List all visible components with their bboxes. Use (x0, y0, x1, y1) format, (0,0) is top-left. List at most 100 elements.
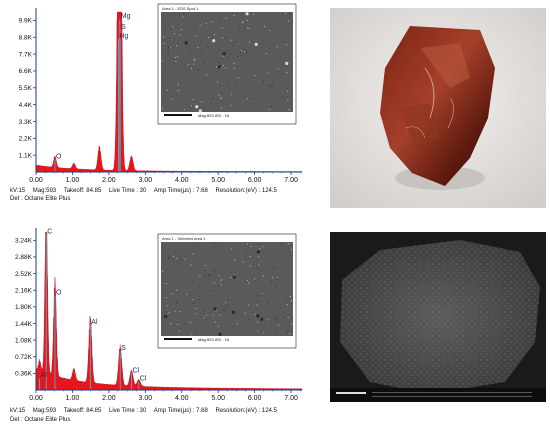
inset-speck (217, 325, 219, 327)
inset-speck (261, 332, 263, 334)
inset-speck (225, 315, 227, 317)
inset-speck (284, 297, 286, 299)
inset-speck (200, 50, 202, 52)
inset-speck (162, 247, 164, 249)
inset-speck (177, 95, 178, 97)
inset-speck (167, 52, 169, 54)
inset-speck (212, 37, 213, 38)
inset-speck (196, 308, 197, 310)
inset-speck (253, 13, 255, 15)
inset-speck (187, 64, 189, 66)
inset-speck (245, 12, 249, 16)
inset-speck (202, 294, 204, 296)
peak-label: S (121, 24, 126, 31)
inset-speck (168, 312, 170, 314)
inset-speck (286, 72, 288, 74)
inset-speck (262, 246, 264, 248)
x-tick-label: 1.00 (66, 395, 80, 402)
inset-speck (254, 75, 256, 77)
inset-speck (210, 21, 212, 23)
inset-speck (207, 274, 209, 276)
inset-speck (277, 78, 279, 80)
inset-speck (218, 294, 220, 296)
inset-speck (290, 248, 292, 250)
inset-speck (271, 86, 273, 88)
meta-detector: Det : Octane Elite Plus (10, 417, 71, 423)
inset-speck (199, 275, 201, 277)
inset-speck (247, 27, 249, 29)
inset-speck (183, 12, 185, 14)
inset-speck (225, 301, 227, 303)
inset-speck (195, 313, 197, 315)
inset-speck (220, 97, 221, 99)
inset-speck (289, 333, 291, 335)
inset-speck (168, 257, 170, 259)
inset-speck (204, 317, 205, 319)
inset-speck (237, 323, 238, 325)
y-tick-label: 1.1K (19, 152, 33, 159)
inset-speck (196, 325, 198, 327)
inset-speck (199, 24, 201, 26)
y-tick-label: 1.44K (15, 321, 33, 328)
inset-speck (259, 248, 261, 250)
inset-speck (221, 284, 223, 286)
inset-speck (204, 311, 205, 313)
inset-speck (185, 76, 187, 78)
inset-speck (179, 310, 181, 312)
inset-speck (170, 28, 172, 30)
spectrum-area (35, 11, 303, 173)
peak-label: S (121, 345, 126, 352)
inset-speck (244, 312, 246, 314)
inset-speck (267, 302, 269, 304)
inset-speck (257, 301, 259, 303)
inset-speck (280, 243, 282, 245)
inset-speck (239, 51, 241, 53)
inset-speck (218, 332, 222, 336)
peak-label: O (56, 289, 62, 296)
inset-speck (280, 307, 282, 309)
inset-speck (196, 87, 198, 89)
inset-speck (167, 89, 169, 91)
inset-speck (212, 39, 216, 43)
inset-speck (177, 324, 179, 325)
inset-speck (254, 98, 256, 99)
inset-speck (231, 93, 233, 95)
inset-speck (238, 26, 240, 28)
meta-takeoff: Takeoff: 84.85 (63, 408, 102, 414)
inset-speck (230, 104, 232, 106)
inset-speck (184, 258, 186, 260)
meta-amp-time: Amp Time(µs) : 7.68 (153, 188, 208, 194)
inset-speck (257, 330, 259, 332)
inset-speck (287, 20, 289, 22)
inset-speck (256, 295, 258, 297)
inset-speck (192, 299, 194, 301)
inset-speck (244, 76, 246, 78)
inset-speck (174, 56, 176, 58)
inset-speck (277, 276, 279, 278)
inset-speck (262, 332, 264, 334)
inset-speck (256, 60, 258, 62)
inset-speck (257, 242, 259, 244)
inset-speck (205, 278, 207, 280)
inset-speck (183, 109, 185, 111)
inset-speck (247, 98, 248, 100)
inset-speck (164, 27, 166, 29)
inset-speck (262, 80, 264, 82)
y-tick-label: 2.16K (15, 288, 33, 295)
y-tick-label: 9.9K (19, 18, 33, 25)
inset-speck (212, 314, 214, 316)
inset-speck (217, 81, 219, 83)
inset-speck (162, 270, 164, 272)
inset-speck (288, 13, 290, 14)
inset-speck (192, 253, 194, 255)
inset-speck (220, 280, 222, 282)
inset-scale-bar (164, 338, 192, 340)
inset-speck (168, 48, 170, 50)
inset-speck (246, 251, 247, 253)
inset-speck (164, 314, 168, 319)
meta-resolution: Resolution:(eV) : 124.5 (215, 408, 277, 414)
inset-speck (270, 279, 271, 281)
inset-speck (192, 105, 194, 107)
inset-speck (258, 268, 260, 270)
inset-speck (201, 101, 203, 103)
